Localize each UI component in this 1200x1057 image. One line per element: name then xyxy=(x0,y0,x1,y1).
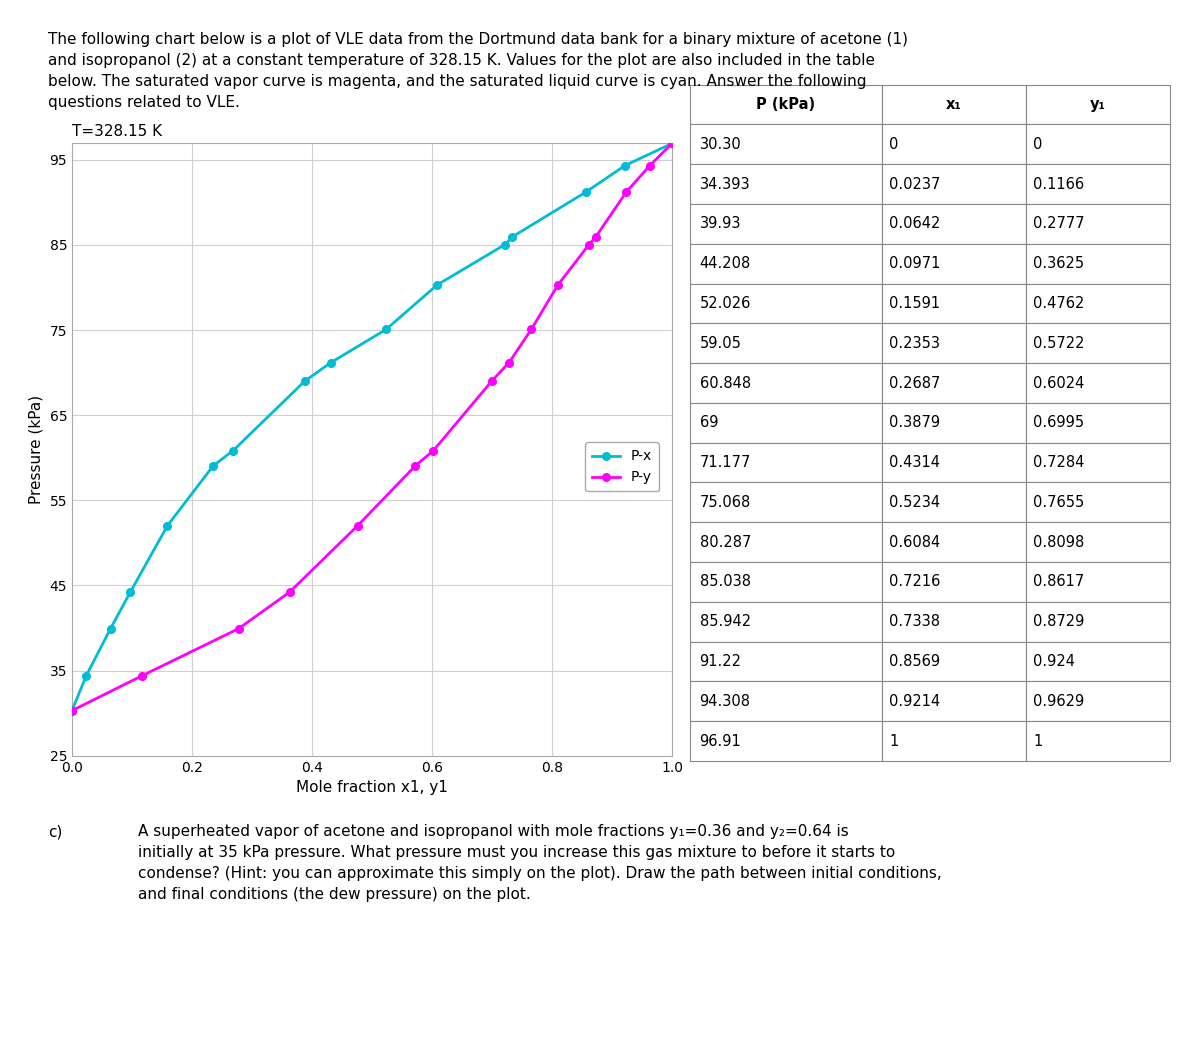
P-y xyxy=(582,238,596,251)
Text: The following chart below is a plot of VLE data from the Dortmund data bank for : The following chart below is a plot of V… xyxy=(48,32,908,110)
P-x xyxy=(161,519,175,532)
P-y xyxy=(502,356,516,369)
P-y xyxy=(665,137,679,150)
P-x xyxy=(79,669,94,682)
P-y xyxy=(619,186,634,199)
Text: T=328.15 K: T=328.15 K xyxy=(72,124,162,138)
P-y xyxy=(232,623,246,635)
P-x xyxy=(226,444,240,457)
P-y xyxy=(408,460,422,472)
P-y xyxy=(524,323,539,336)
P-x xyxy=(103,623,118,635)
P-x xyxy=(206,460,221,472)
P-y xyxy=(426,444,440,457)
P-y xyxy=(134,669,149,682)
P-y xyxy=(282,586,296,598)
P-x xyxy=(498,238,512,251)
P-x xyxy=(430,279,444,292)
P-x xyxy=(124,586,138,598)
P-x xyxy=(324,356,338,369)
P-x xyxy=(665,137,679,150)
P-x xyxy=(298,375,312,388)
P-x xyxy=(578,186,593,199)
P-y xyxy=(551,279,565,292)
P-y xyxy=(65,704,79,717)
Line: P-y: P-y xyxy=(68,140,676,715)
P-y xyxy=(485,375,499,388)
P-x xyxy=(505,230,520,243)
P-x xyxy=(379,323,394,336)
Text: c): c) xyxy=(48,824,62,839)
Text: A superheated vapor of acetone and isopropanol with mole fractions y₁=0.36 and y: A superheated vapor of acetone and isopr… xyxy=(138,824,942,903)
Legend: P-x, P-y: P-x, P-y xyxy=(586,443,659,492)
P-x xyxy=(618,160,632,172)
Line: P-x: P-x xyxy=(68,140,676,715)
P-y xyxy=(588,230,602,243)
X-axis label: Mole fraction x1, y1: Mole fraction x1, y1 xyxy=(296,780,448,795)
P-x xyxy=(65,704,79,717)
Y-axis label: Pressure (kPa): Pressure (kPa) xyxy=(29,394,44,504)
P-y xyxy=(642,160,656,172)
P-y xyxy=(350,519,365,532)
